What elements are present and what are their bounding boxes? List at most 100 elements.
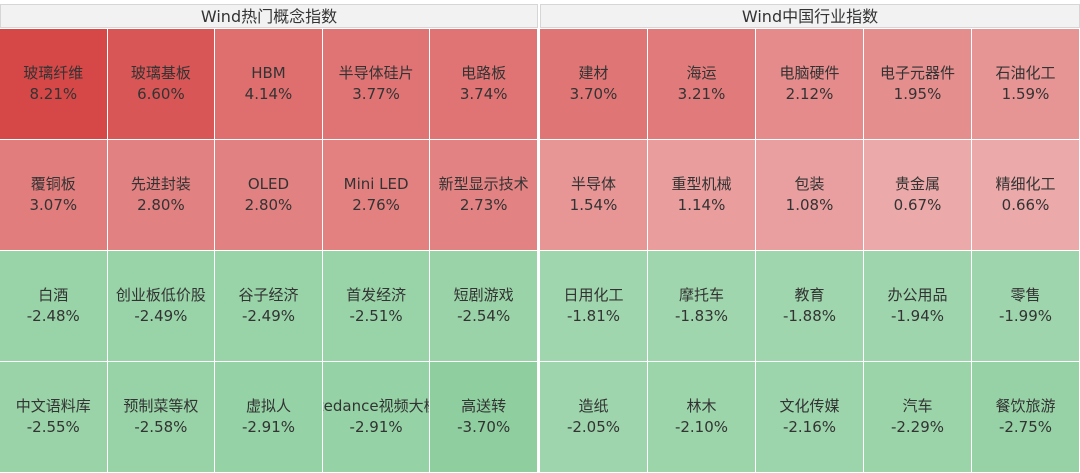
cell-value: 1.59% [1001,85,1050,103]
cell-label: 半导体 [570,175,616,193]
cell-value: 3.21% [677,85,726,103]
heatmap-cell: 餐饮旅游 -2.75% [972,362,1080,473]
cell-value: 1.95% [893,85,942,103]
cell-value: 2.80% [244,196,293,214]
cell-label: 覆铜板 [30,175,76,193]
cell-label: 办公用品 [887,286,948,304]
concept-index-panel: Wind热门概念指数 玻璃纤维 8.21% 玻璃基板 6.60% HBM 4.14% 半导体… [0,0,538,473]
cell-label: 半导体硅片 [338,64,414,82]
heatmap-cell: 文化传媒 -2.16% [756,362,864,473]
heatmap-cell: 高送转 -3.70% [430,362,538,473]
cell-value: 3.77% [352,85,400,103]
cell-label: 谷子经济 [238,286,299,304]
cell-label: 重型机械 [671,175,732,193]
heatmap-cell: Bytedance视频大模型 -2.91% [322,362,431,473]
heatmap-cell: 重型机械 1.14% [648,140,756,251]
cell-label: 餐饮旅游 [995,397,1056,415]
cell-value: 3.70% [569,85,618,103]
cell-label: 日用化工 [563,286,624,304]
cell-label: 汽车 [902,397,933,415]
heatmap-cell: 玻璃纤维 8.21% [0,29,108,140]
concept-index-title: Wind热门概念指数 [0,4,538,28]
cell-label: 建材 [578,64,609,82]
cell-value: 3.74% [459,85,508,103]
cell-label: 石油化工 [995,64,1056,82]
heatmap-cell: 预制菜等权 -2.58% [107,362,216,473]
heatmap-cell: 教育 -1.88% [756,251,864,362]
heatmap-cell: 电脑硬件 2.12% [756,29,864,140]
heatmap-cell: 石油化工 1.59% [972,29,1080,140]
heatmap-cell: 新型显示技术 2.73% [430,140,538,251]
cell-value: -2.91% [349,418,403,436]
cell-label: 精细化工 [995,175,1056,193]
heatmap-cell: OLED 2.80% [215,140,323,251]
heatmap-cell: 创业板低价股 -2.49% [107,251,216,362]
cell-value: 2.12% [785,85,834,103]
heatmap-cell: 半导体硅片 3.77% [322,29,431,140]
cell-value: -2.54% [457,307,511,325]
cell-label: 教育 [794,286,825,304]
cell-value: -2.29% [890,418,945,436]
cell-label: 电子元器件 [879,64,955,82]
cell-label: 贵金属 [894,175,940,193]
cell-label: 虚拟人 [245,397,291,415]
cell-value: 1.54% [569,196,618,214]
cell-value: 3.07% [29,196,78,214]
heatmap-cell: 中文语料库 -2.55% [0,362,108,473]
cell-value: 4.14% [244,85,293,103]
cell-value: -2.10% [674,418,729,436]
heatmap-cell: 白酒 -2.48% [0,251,108,362]
cell-value: -2.91% [241,418,296,436]
cell-value: -2.49% [134,307,188,325]
cell-value: 0.66% [1001,196,1050,214]
cell-label: 玻璃基板 [130,64,191,82]
cell-label: Mini LED [343,175,409,193]
industry-index-grid: 建材 3.70% 海运 3.21% 电脑硬件 2.12% 电子元器件 1.95% 石油化工 1.5… [540,29,1080,473]
heatmap-cell: 摩托车 -1.83% [648,251,756,362]
heatmap-cell: 谷子经济 -2.49% [215,251,323,362]
cell-label: 玻璃纤维 [23,64,84,82]
cell-label: 包装 [794,175,825,193]
cell-value: -2.16% [782,418,837,436]
cell-value: 1.08% [785,196,834,214]
cell-label: 电路板 [461,64,507,82]
cell-label: 首发经济 [346,286,407,304]
heatmap-cell: 海运 3.21% [648,29,756,140]
heatmap-cell: Mini LED 2.76% [322,140,431,251]
cell-label: 短剧游戏 [453,286,514,304]
cell-label: 电脑硬件 [779,64,840,82]
cell-label: 高送转 [461,397,507,415]
cell-label: OLED [247,175,290,193]
heatmap-cell: 半导体 1.54% [540,140,648,251]
industry-index-panel: Wind中国行业指数 建材 3.70% 海运 3.21% 电脑硬件 2.12% 电子元器件 1… [540,0,1080,473]
cell-label: 中文语料库 [15,397,91,415]
heatmap-cell: 林木 -2.10% [648,362,756,473]
heatmap-cell: 办公用品 -1.94% [864,251,972,362]
heatmap-cell: 日用化工 -1.81% [540,251,648,362]
cell-value: -2.51% [349,307,403,325]
heatmap-cell: 零售 -1.99% [972,251,1080,362]
cell-label: 文化传媒 [779,397,840,415]
cell-value: 0.67% [893,196,942,214]
cell-label: 造纸 [578,397,609,415]
cell-value: 6.60% [137,85,185,103]
cell-value: -2.48% [26,307,80,325]
heatmap-cell: 贵金属 0.67% [864,140,972,251]
cell-value: 2.73% [459,196,508,214]
cell-label: 林木 [686,397,717,415]
cell-label: 白酒 [38,286,69,304]
cell-value: -2.75% [998,418,1053,436]
concept-index-grid: 玻璃纤维 8.21% 玻璃基板 6.60% HBM 4.14% 半导体硅片 3.77% 电路板 3… [0,29,538,473]
cell-value: -2.58% [134,418,188,436]
cell-label: Bytedance视频大模型 [323,397,430,415]
cell-value: 2.80% [137,196,185,214]
heatmap-cell: 精细化工 0.66% [972,140,1080,251]
cell-label: 创业板低价股 [115,286,206,304]
heatmap-cell: 建材 3.70% [540,29,648,140]
cell-value: -2.05% [566,418,621,436]
cell-value: -1.81% [566,307,621,325]
heatmap-cell: 造纸 -2.05% [540,362,648,473]
cell-value: -2.49% [241,307,296,325]
cell-label: 先进封装 [130,175,191,193]
